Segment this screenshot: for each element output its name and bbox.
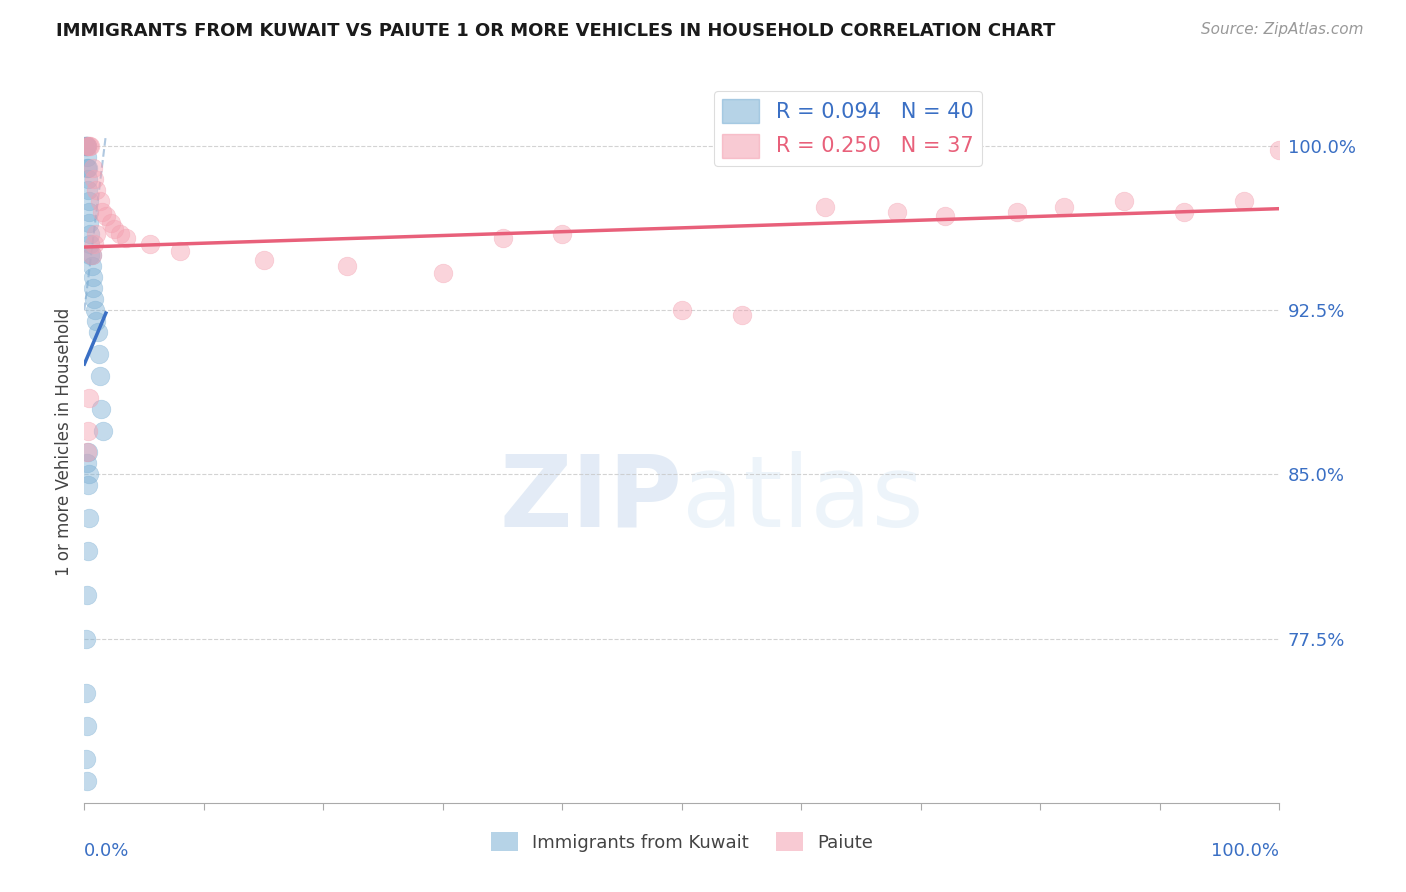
Point bbox=[75, 139, 97, 153]
Text: 100.0%: 100.0% bbox=[1212, 842, 1279, 860]
Point bbox=[82, 161, 104, 175]
Point bbox=[87, 347, 110, 361]
Point bbox=[80, 248, 103, 262]
Point bbox=[100, 216, 122, 230]
Point bbox=[77, 161, 100, 175]
Point bbox=[80, 260, 103, 274]
Point bbox=[76, 139, 98, 153]
Point bbox=[77, 478, 100, 492]
Point bbox=[76, 588, 98, 602]
Text: 0.0%: 0.0% bbox=[84, 842, 129, 860]
Point bbox=[90, 401, 112, 416]
Point bbox=[76, 139, 98, 153]
Point bbox=[83, 237, 105, 252]
Point bbox=[76, 150, 98, 164]
Point bbox=[76, 773, 98, 788]
Point bbox=[82, 281, 104, 295]
Point bbox=[76, 445, 98, 459]
Point bbox=[86, 314, 108, 328]
Point bbox=[75, 752, 97, 766]
Point bbox=[1233, 194, 1256, 208]
Point bbox=[934, 209, 956, 223]
Point bbox=[432, 266, 454, 280]
Point bbox=[76, 457, 98, 471]
Point bbox=[86, 227, 108, 241]
Point bbox=[77, 511, 100, 525]
Point bbox=[91, 204, 114, 219]
Point bbox=[77, 204, 100, 219]
Point bbox=[75, 632, 97, 646]
Point bbox=[886, 204, 908, 219]
Point bbox=[103, 222, 125, 236]
Point bbox=[1114, 194, 1136, 208]
Point bbox=[169, 244, 191, 258]
Point bbox=[93, 424, 115, 438]
Point bbox=[139, 237, 162, 252]
Point bbox=[73, 139, 96, 153]
Point bbox=[94, 209, 117, 223]
Point bbox=[84, 303, 107, 318]
Point bbox=[253, 252, 276, 267]
Point bbox=[1173, 204, 1195, 219]
Point bbox=[492, 231, 515, 245]
Point bbox=[115, 231, 138, 245]
Point bbox=[83, 292, 105, 306]
Text: IMMIGRANTS FROM KUWAIT VS PAIUTE 1 OR MORE VEHICLES IN HOUSEHOLD CORRELATION CHA: IMMIGRANTS FROM KUWAIT VS PAIUTE 1 OR MO… bbox=[56, 22, 1056, 40]
Text: atlas: atlas bbox=[682, 450, 924, 548]
Legend: Immigrants from Kuwait, Paiute: Immigrants from Kuwait, Paiute bbox=[484, 825, 880, 859]
Point bbox=[77, 183, 100, 197]
Point bbox=[89, 368, 111, 383]
Point bbox=[814, 200, 837, 214]
Point bbox=[551, 227, 574, 241]
Point bbox=[79, 139, 101, 153]
Text: ZIP: ZIP bbox=[499, 450, 682, 548]
Point bbox=[336, 260, 359, 274]
Point bbox=[77, 171, 100, 186]
Point bbox=[76, 139, 98, 153]
Point bbox=[1268, 144, 1291, 158]
Point bbox=[83, 171, 105, 186]
Point bbox=[75, 139, 97, 153]
Point bbox=[77, 194, 100, 208]
Point bbox=[77, 391, 100, 405]
Point bbox=[77, 216, 100, 230]
Point bbox=[77, 424, 100, 438]
Point bbox=[77, 544, 100, 558]
Point bbox=[80, 248, 103, 262]
Point bbox=[79, 248, 101, 262]
Point bbox=[731, 308, 754, 322]
Point bbox=[1005, 204, 1028, 219]
Point bbox=[77, 445, 100, 459]
Point bbox=[671, 303, 693, 318]
Point bbox=[77, 467, 100, 482]
Point bbox=[86, 325, 108, 339]
Point bbox=[77, 139, 100, 153]
Point bbox=[110, 227, 132, 241]
Point bbox=[76, 719, 98, 733]
Text: Source: ZipAtlas.com: Source: ZipAtlas.com bbox=[1201, 22, 1364, 37]
Point bbox=[75, 686, 97, 700]
Point bbox=[1053, 200, 1076, 214]
Point bbox=[79, 227, 101, 241]
Point bbox=[79, 237, 101, 252]
Point bbox=[86, 183, 108, 197]
Point bbox=[89, 194, 111, 208]
Point bbox=[82, 270, 104, 285]
Y-axis label: 1 or more Vehicles in Household: 1 or more Vehicles in Household bbox=[55, 308, 73, 575]
Point bbox=[76, 161, 98, 175]
